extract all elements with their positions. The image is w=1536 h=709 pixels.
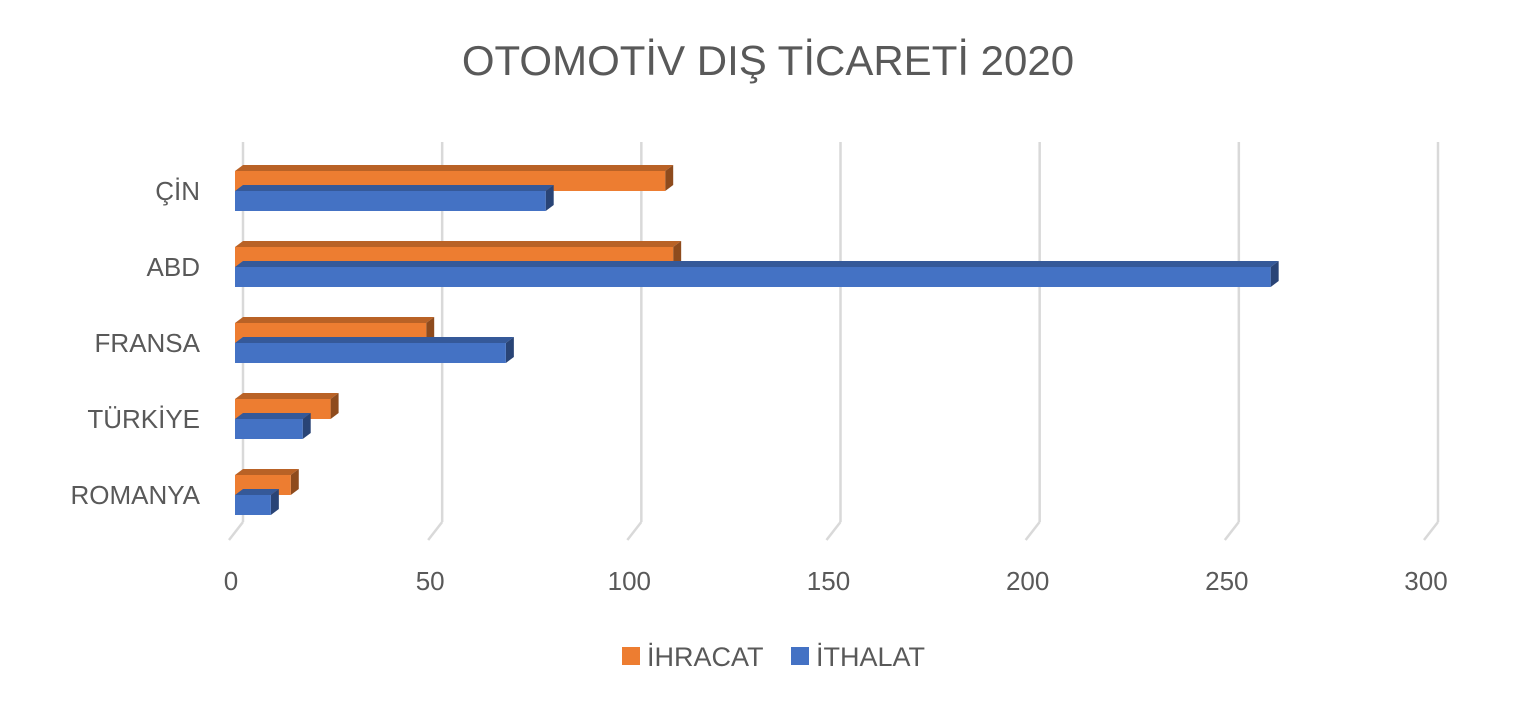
bar-top-face	[235, 317, 435, 323]
x-tick-label: 0	[224, 566, 238, 596]
bar-front-face	[235, 191, 546, 211]
gridline-floor	[1024, 521, 1041, 541]
bar-layer	[235, 165, 1279, 515]
legend-item: İHRACAT	[622, 641, 764, 672]
bar-top-face	[235, 469, 299, 475]
bar-top-face	[235, 185, 554, 191]
x-tick-label: 300	[1404, 566, 1447, 596]
legend-swatch	[622, 647, 640, 665]
gridline-floor	[228, 521, 244, 541]
legend-label: İHRACAT	[647, 641, 764, 672]
bar-top-face	[235, 165, 674, 171]
bar-top-face	[235, 413, 311, 419]
chart-title: OTOMOTİV DIŞ TİCARETİ 2020	[462, 37, 1074, 84]
bar-side-face	[302, 413, 311, 439]
legend-swatch	[791, 647, 809, 665]
category-label: FRANSA	[95, 328, 201, 358]
bar-front-face	[235, 495, 271, 515]
x-tick-label: 200	[1006, 566, 1049, 596]
bar-top-face	[235, 261, 1279, 267]
x-tick-label: 250	[1205, 566, 1248, 596]
gridline-floor	[626, 521, 643, 541]
legend-item: İTHALAT	[791, 641, 925, 672]
bar-side-face	[665, 165, 674, 191]
bar-side-face	[290, 469, 299, 495]
legend: İHRACAT İTHALAT	[622, 641, 925, 672]
category-labels: ÇİN ABD FRANSA TÜRKİYE ROMANYA	[70, 176, 200, 510]
bar	[235, 489, 279, 515]
x-tick-label: 150	[807, 566, 850, 596]
x-tick-label: 100	[608, 566, 651, 596]
bar-top-face	[235, 241, 682, 247]
bar-front-face	[235, 267, 1271, 287]
gridline-floor	[825, 521, 842, 541]
bar-top-face	[235, 337, 514, 343]
bar-side-face	[673, 241, 682, 267]
category-label: TÜRKİYE	[87, 404, 200, 434]
bar	[235, 413, 311, 439]
bar-side-face	[270, 489, 279, 515]
tick-labels: 0 50 100 150 200 250 300	[224, 566, 1448, 596]
bar	[235, 261, 1279, 287]
category-label: ÇİN	[155, 176, 200, 206]
bar-side-face	[545, 185, 554, 211]
bar-top-face	[235, 489, 279, 495]
bar	[235, 185, 554, 211]
category-label: ABD	[147, 252, 200, 282]
bar-top-face	[235, 393, 339, 399]
bar-side-face	[505, 337, 514, 363]
gridline-floor	[427, 521, 444, 541]
bar-side-face	[330, 393, 339, 419]
legend-label: İTHALAT	[816, 641, 925, 672]
bar-front-face	[235, 419, 303, 439]
x-tick-label: 50	[416, 566, 445, 596]
bar-side-face	[1270, 261, 1279, 287]
bar-side-face	[426, 317, 435, 343]
gridline-floor	[1223, 521, 1240, 541]
bar-front-face	[235, 343, 506, 363]
gridline-floor	[1423, 521, 1439, 541]
category-label: ROMANYA	[70, 480, 200, 510]
bar	[235, 337, 514, 363]
